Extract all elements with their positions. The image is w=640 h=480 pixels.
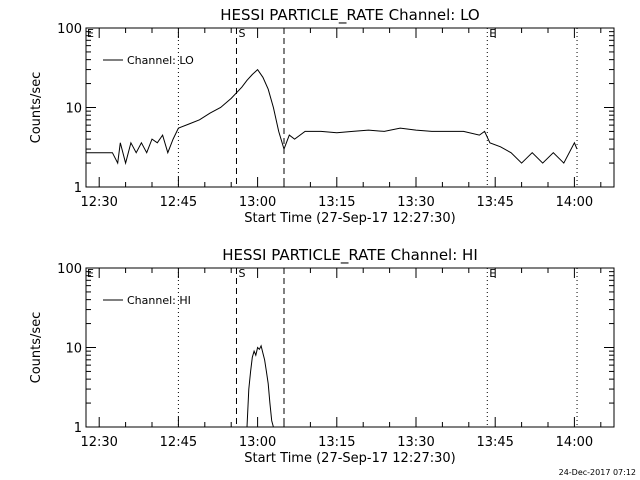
chart-title: HESSI PARTICLE_RATE Channel: LO bbox=[220, 6, 479, 25]
series-line bbox=[246, 344, 274, 428]
y-tick-label: 100 bbox=[57, 262, 82, 277]
x-tick-label: 12:30 bbox=[80, 195, 117, 210]
y-axis-label: Counts/sec bbox=[29, 72, 44, 144]
footer-timestamp: 24-Dec-2017 07:12 bbox=[558, 468, 636, 477]
y-tick-label: 100 bbox=[57, 22, 82, 37]
marker-label: S bbox=[238, 27, 245, 40]
x-tick-label: 12:30 bbox=[80, 435, 117, 450]
marker-label: E bbox=[489, 267, 496, 280]
marker-label: S bbox=[238, 267, 245, 280]
y-tick-label: 1 bbox=[74, 421, 82, 436]
plot-frame bbox=[85, 267, 615, 428]
chart-1: HESSI PARTICLE_RATE Channel: LO 1 10 100 12:… bbox=[29, 6, 615, 226]
marker-label: E bbox=[489, 27, 496, 40]
legend-label: Channel: HI bbox=[127, 294, 191, 307]
x-tick-label: 14:00 bbox=[556, 195, 593, 210]
x-tick-label: 13:45 bbox=[476, 195, 513, 210]
x-tick-label: 13:15 bbox=[318, 435, 355, 450]
x-tick-label: 12:45 bbox=[160, 435, 197, 450]
y-tick-label: 10 bbox=[65, 342, 82, 357]
chart-2: HESSI PARTICLE_RATE Channel: HI 1 10 100 12:… bbox=[29, 246, 615, 466]
x-tick-label: 13:30 bbox=[397, 195, 434, 210]
x-tick-label: 12:45 bbox=[160, 195, 197, 210]
corner-label: E bbox=[87, 27, 94, 40]
x-tick-label: 13:00 bbox=[239, 435, 276, 450]
legend-label: Channel: LO bbox=[127, 54, 194, 67]
plot-frame bbox=[85, 27, 615, 188]
y-tick-label: 10 bbox=[65, 102, 82, 117]
y-tick-label: 1 bbox=[74, 181, 82, 196]
x-tick-label: 13:00 bbox=[239, 195, 276, 210]
chart-title: HESSI PARTICLE_RATE Channel: HI bbox=[222, 246, 478, 265]
x-tick-label: 13:30 bbox=[397, 435, 434, 450]
x-axis-label: Start Time (27-Sep-17 12:27:30) bbox=[244, 211, 455, 226]
series-line bbox=[86, 68, 578, 166]
x-axis-label: Start Time (27-Sep-17 12:27:30) bbox=[244, 451, 455, 466]
x-tick-label: 13:15 bbox=[318, 195, 355, 210]
y-axis-label: Counts/sec bbox=[29, 312, 44, 384]
x-tick-label: 14:00 bbox=[556, 435, 593, 450]
corner-label: E bbox=[87, 267, 94, 280]
x-tick-label: 13:45 bbox=[476, 435, 513, 450]
